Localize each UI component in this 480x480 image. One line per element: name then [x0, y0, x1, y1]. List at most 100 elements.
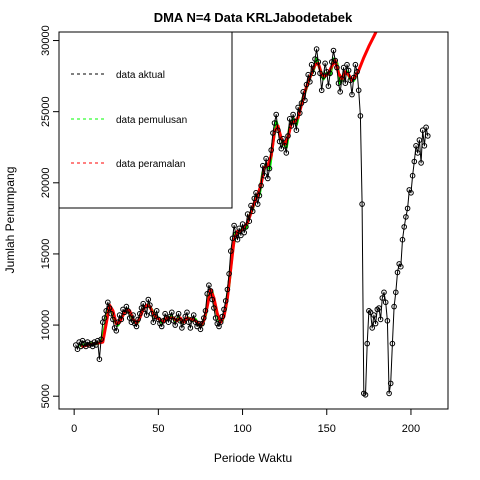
data-point	[339, 76, 345, 82]
data-point	[241, 229, 247, 236]
data-point	[340, 64, 347, 71]
data-point	[94, 337, 101, 344]
legend-label-peramalan: data peramalan	[116, 159, 186, 170]
data-point	[221, 306, 227, 313]
data-point	[362, 392, 369, 398]
data-point	[74, 346, 81, 353]
data-point	[254, 201, 261, 207]
data-point	[367, 309, 374, 316]
data-point	[222, 298, 229, 304]
data-point	[128, 319, 135, 326]
y-tick-label: 10000	[40, 310, 52, 341]
data-point	[145, 296, 152, 303]
y-tick-label: 30000	[40, 25, 52, 56]
data-point	[206, 282, 212, 289]
data-point	[337, 89, 344, 95]
data-point	[305, 71, 312, 78]
data-point	[318, 87, 325, 94]
data-point	[382, 299, 389, 306]
data-point	[285, 133, 291, 139]
data-point	[157, 320, 163, 327]
y-axis: 5000 10000 15000 20000 25000 30000	[40, 25, 60, 408]
data-point	[135, 316, 141, 323]
data-point	[81, 340, 88, 347]
data-point	[204, 291, 210, 297]
data-point	[386, 390, 392, 397]
data-point	[389, 340, 396, 347]
data-point	[334, 64, 340, 71]
data-point	[288, 123, 295, 129]
data-point	[169, 309, 175, 316]
y-tick-label: 5000	[40, 384, 52, 408]
data-point	[120, 306, 126, 313]
data-point	[199, 320, 205, 327]
data-point	[425, 133, 431, 139]
data-point	[101, 315, 108, 321]
data-point	[79, 337, 86, 344]
data-point	[265, 175, 271, 182]
y-tick-label: 20000	[40, 168, 52, 199]
legend-label-aktual: data aktual	[116, 70, 165, 81]
data-point	[308, 61, 315, 68]
data-point	[379, 295, 386, 301]
data-point	[132, 320, 138, 327]
data-point	[317, 70, 323, 77]
data-point	[229, 235, 236, 242]
data-point	[335, 80, 342, 86]
data-point	[295, 104, 301, 111]
data-point	[130, 312, 136, 318]
data-point	[322, 60, 328, 67]
data-point	[278, 145, 285, 152]
data-point	[421, 143, 428, 149]
data-point	[320, 73, 327, 79]
data-point	[152, 313, 158, 320]
data-point	[354, 69, 360, 75]
data-point	[244, 211, 251, 217]
data-point	[393, 289, 399, 296]
legend-box	[58, 31, 233, 209]
y-tick-label: 25000	[40, 96, 52, 127]
data-point	[88, 340, 94, 347]
data-point	[303, 81, 310, 88]
data-point	[202, 308, 209, 314]
data-point	[177, 318, 183, 324]
data-point	[352, 61, 359, 68]
data-point	[310, 70, 317, 77]
data-point	[125, 308, 131, 314]
data-point	[211, 305, 217, 311]
data-point	[105, 299, 111, 306]
data-point	[233, 231, 239, 237]
series-line-aktual	[75, 48, 429, 396]
data-point	[273, 111, 280, 118]
data-point	[329, 59, 335, 65]
data-point	[302, 97, 308, 104]
data-point	[175, 310, 182, 317]
data-point	[268, 147, 275, 153]
data-point	[190, 312, 197, 318]
chart-title: DMA N=4 Data KRLJabodetabek	[154, 10, 353, 25]
y-axis-label: Jumlah Penumpang	[3, 167, 17, 274]
data-point	[148, 310, 155, 317]
data-point	[283, 150, 290, 156]
legend: data aktual data pemulusan data peramala…	[58, 31, 233, 209]
data-point	[330, 47, 337, 54]
data-point	[266, 165, 273, 172]
data-point	[376, 305, 382, 311]
data-point	[228, 248, 234, 254]
data-point	[118, 316, 125, 323]
data-point	[137, 310, 143, 317]
x-tick-label: 200	[402, 423, 420, 435]
data-point	[332, 57, 339, 64]
data-point	[238, 232, 244, 239]
data-point	[256, 192, 263, 199]
x-tick-label: 0	[71, 423, 77, 435]
data-point	[212, 315, 219, 321]
data-point	[394, 269, 401, 276]
data-point	[108, 310, 114, 317]
data-point	[359, 201, 365, 207]
data-point	[260, 162, 266, 169]
data-point	[251, 195, 258, 202]
data-point	[113, 328, 120, 334]
data-point	[408, 190, 414, 196]
data-point	[209, 296, 215, 303]
